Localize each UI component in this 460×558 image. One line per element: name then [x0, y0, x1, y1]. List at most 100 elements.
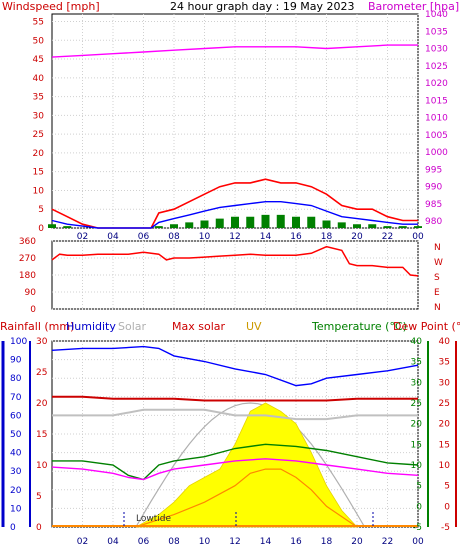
bottom-x-tick: 02 — [77, 537, 88, 547]
windspeed-axis-label: Windspeed [mph] — [2, 0, 100, 13]
direction-y-tick: 180 — [19, 271, 36, 281]
wind-x-tick: 10 — [199, 232, 211, 242]
barometer-line — [51, 44, 418, 58]
barometer-y-tick: 1010 — [425, 114, 448, 124]
temperature-y-tick: 30 — [411, 378, 423, 388]
humidity-y-tick: 60 — [10, 411, 22, 421]
gust-bar — [383, 226, 392, 228]
rain-y-tick: 30 — [36, 337, 48, 347]
compass-letter: W — [434, 258, 443, 268]
humidity-y-tick: 10 — [10, 504, 22, 514]
wind-panel-grid — [52, 14, 419, 229]
direction-y-tick: 360 — [19, 237, 36, 247]
dew-point-y-tick: 15 — [439, 440, 450, 450]
gust-bar — [215, 218, 224, 228]
humidity-y-tick: 40 — [10, 449, 22, 459]
dew-point-y-tick: 40 — [439, 337, 451, 347]
barometer-y-tick: 990 — [425, 183, 442, 193]
direction-y-tick: 90 — [25, 288, 37, 298]
gust-bar — [276, 214, 285, 228]
temperature-y-tick: 40 — [411, 337, 423, 347]
rain-y-tick: 15 — [36, 430, 47, 440]
gust-bar — [48, 224, 56, 228]
humidity-y-tick: 0 — [10, 523, 16, 533]
humidity-label: Humidity — [66, 320, 116, 333]
wind-y-tick: 30 — [33, 111, 45, 121]
humidity-y-tick: 30 — [10, 467, 22, 477]
wind-x-tick: 18 — [321, 232, 333, 242]
barometer-axis-label: Barometer [hpa] — [368, 0, 459, 13]
gust-bar — [63, 226, 72, 228]
barometer-y-tick: 985 — [425, 200, 442, 210]
rain-y-tick-labels: 0 5 10 15 20 25 30 — [36, 337, 48, 533]
wind-x-tick: 22 — [382, 232, 393, 242]
barometer-y-tick: 980 — [425, 217, 442, 227]
bottom-x-tick: 16 — [290, 537, 302, 547]
gust-bar — [322, 220, 331, 228]
wind-series — [48, 44, 422, 229]
direction-y-tick: 270 — [19, 254, 36, 264]
humidity-y-tick: 50 — [10, 430, 22, 440]
wind-y-tick: 35 — [33, 93, 44, 103]
wind-y-tick: 0 — [38, 224, 44, 234]
wind-x-tick: 04 — [107, 232, 119, 242]
rain-y-tick: 20 — [36, 399, 48, 409]
wind-x-tick: 02 — [77, 232, 88, 242]
lowtide-label: Lowtide — [136, 514, 171, 524]
temperature-y-tick: 0 — [416, 502, 422, 512]
compass-letter: N — [434, 303, 441, 313]
wind-y-tick-labels: 0 5 10 15 20 25 30 35 40 45 50 55 — [33, 18, 45, 234]
barometer-y-tick: 1015 — [425, 96, 448, 106]
direction-series — [51, 245, 419, 277]
wind-y-tick: 10 — [33, 186, 45, 196]
bottom-x-tick: 18 — [321, 537, 333, 547]
barometer-y-tick: 1030 — [425, 45, 448, 55]
temperature-y-tick-labels: -5 0 5 10 15 20 25 30 35 40 — [411, 337, 423, 533]
wind-x-tick: 06 — [138, 232, 150, 242]
temperature-y-tick: 10 — [411, 461, 423, 471]
dew-point-y-tick: 25 — [439, 399, 450, 409]
wind-y-tick: 25 — [33, 130, 44, 140]
max-solar-label: Max solar — [172, 320, 225, 333]
compass-letter: E — [434, 288, 440, 298]
wind-panel-frame — [51, 13, 419, 229]
barometer-y-tick: 1000 — [425, 148, 448, 158]
temperature-y-tick: 35 — [411, 358, 422, 368]
bottom-x-tick: 12 — [229, 537, 240, 547]
wind-y-tick: 20 — [33, 149, 45, 159]
barometer-y-tick: 995 — [425, 165, 442, 175]
gust-bar — [261, 214, 270, 228]
dew-point-y-tick: 0 — [444, 502, 450, 512]
wind-y-tick: 45 — [33, 55, 44, 65]
rainfall-label: Rainfall (mm) — [0, 320, 74, 333]
gust-bar — [231, 216, 239, 228]
solar-line — [52, 408, 418, 421]
bottom-x-tick: 20 — [351, 537, 363, 547]
temperature-y-tick: 25 — [411, 399, 422, 409]
wind-y-tick: 15 — [33, 168, 44, 178]
temperature-y-tick: 5 — [416, 482, 422, 492]
dew-point-y-tick: -5 — [441, 523, 450, 533]
tide-markers: Lowtide — [123, 512, 374, 527]
barometer-y-tick-labels: 980 985 990 995 1000 1005 1010 1015 1020 1025 1030… — [425, 10, 448, 227]
humidity-y-tick: 80 — [10, 374, 22, 384]
wind-x-tick: 00 — [412, 232, 424, 242]
bottom-x-tick: 08 — [168, 537, 180, 547]
dew-point-y-tick: 20 — [439, 420, 451, 430]
bottom-x-tick: 10 — [199, 537, 211, 547]
humidity-y-tick-labels: 0 10 20 30 40 50 60 70 80 90 100 — [10, 337, 27, 533]
direction-y-tick-labels: 0 90 180 270 360 — [19, 237, 36, 315]
dew-point-y-tick: 30 — [439, 378, 451, 388]
humidity-y-tick: 90 — [10, 356, 22, 366]
bottom-series — [51, 345, 419, 528]
wind-y-tick: 50 — [33, 36, 45, 46]
max-solar-line — [52, 395, 418, 402]
gust-bar — [246, 216, 255, 228]
barometer-y-tick: 1035 — [425, 27, 448, 37]
dew-point-label: Dew Point (°C) — [393, 320, 460, 333]
